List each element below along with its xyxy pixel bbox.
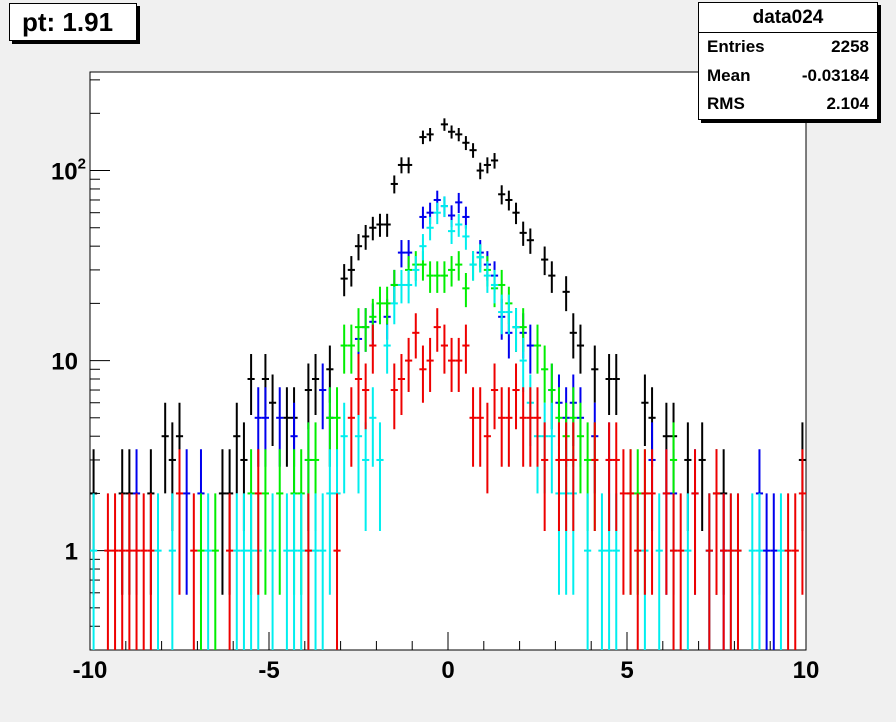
stats-box: data024 Entries 2258 Mean -0.03184 RMS 2… — [698, 2, 878, 120]
x-tick-label: -5 — [258, 657, 279, 684]
x-tick-label: 0 — [441, 657, 454, 684]
stats-row-entries: Entries 2258 — [699, 33, 877, 62]
y-tick-label: 102 — [51, 156, 86, 186]
stats-value: 2258 — [831, 37, 869, 56]
stats-value: -0.03184 — [801, 65, 869, 85]
stats-label: Entries — [707, 37, 765, 56]
pt-label: pt: 1.91 — [22, 7, 114, 37]
stats-row-mean: Mean -0.03184 — [699, 62, 877, 91]
stats-title: data024 — [699, 3, 877, 33]
stats-value: 2.104 — [826, 94, 869, 113]
stats-label: Mean — [707, 65, 751, 85]
pt-label-box: pt: 1.91 — [9, 3, 137, 41]
y-tick-label: 1 — [65, 539, 78, 566]
x-tick-label: 10 — [793, 657, 820, 684]
x-tick-label: -10 — [73, 657, 108, 684]
stats-row-rms: RMS 2.104 — [699, 90, 877, 119]
stats-label: RMS — [707, 94, 745, 113]
data-series — [90, 118, 806, 650]
y-tick-label: 10 — [51, 349, 78, 376]
axis-ticks — [89, 79, 807, 651]
series-4 — [104, 308, 806, 650]
x-tick-label: 5 — [620, 657, 633, 684]
